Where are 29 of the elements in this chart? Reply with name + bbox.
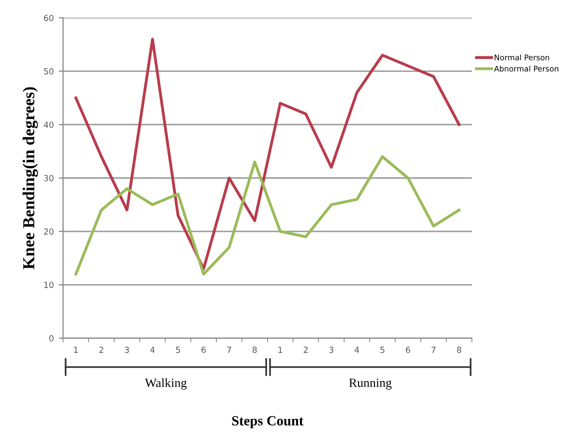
y-tick-label: 60 (44, 14, 54, 22)
x-tick-label: 5 (176, 346, 180, 353)
y-tick-label: 10 (44, 282, 54, 288)
text: Running (349, 378, 392, 390)
x-tick-label: 7 (227, 346, 232, 353)
x-tick-label: 2 (99, 346, 104, 353)
x-tick-label: 6 (406, 346, 410, 353)
x-tick-label: 5 (380, 346, 384, 353)
y-tick-label: 30 (44, 174, 54, 182)
x-tick-label: 4 (354, 346, 360, 353)
line-series (74, 155, 460, 276)
x-tick-label: 3 (124, 346, 129, 353)
x-tick-label: 3 (329, 346, 334, 353)
y-tick-label: 0 (49, 335, 54, 342)
x-tick-label: 4 (150, 346, 155, 353)
x-tick-label: 8 (252, 346, 257, 353)
x-tick-label: 6 (202, 346, 206, 353)
y-tick-label: 50 (44, 68, 54, 74)
y-axis-title: Knee Bending(in degrees) (22, 87, 38, 270)
y-tick-label: 40 (44, 122, 54, 128)
x-tick-label: 8 (457, 346, 462, 353)
text: Walking (144, 378, 187, 390)
x-tick-label: 7 (432, 346, 436, 353)
y-tick-label: 20 (44, 228, 54, 235)
x-tick-label: 2 (304, 346, 308, 353)
line-series (74, 38, 460, 270)
x-axis-title: Steps Count (232, 416, 304, 428)
x-tick-label: 1 (74, 346, 78, 353)
x-tick-label: 1 (278, 346, 282, 353)
